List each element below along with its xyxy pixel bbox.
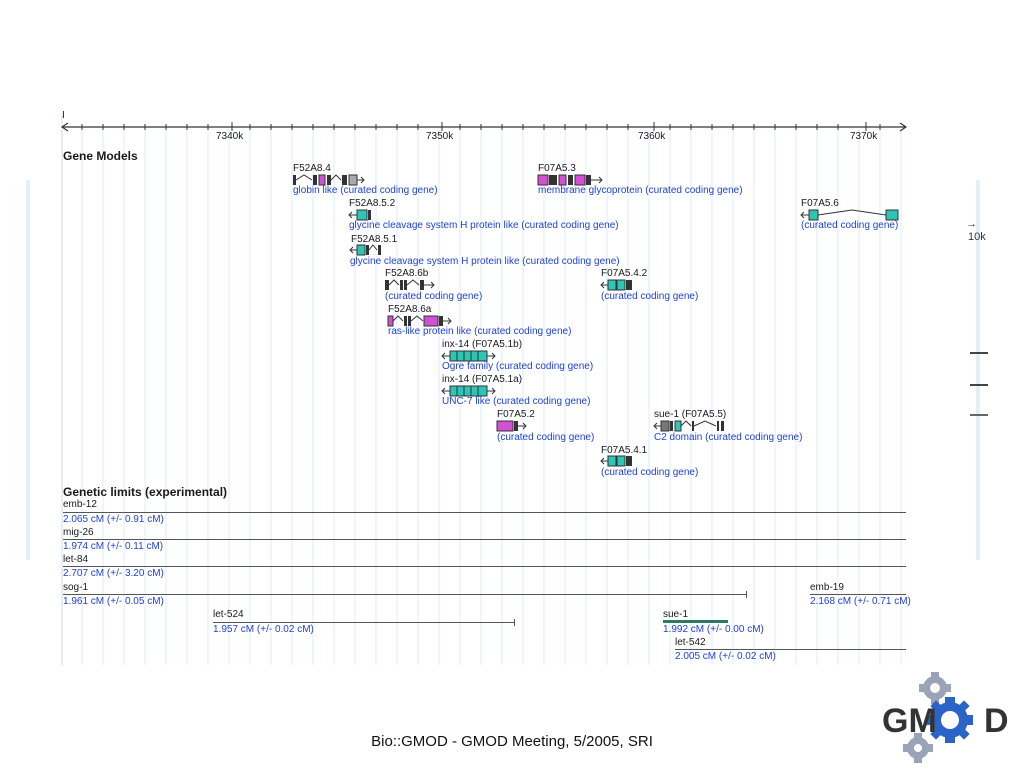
limit-end-tick — [746, 591, 747, 598]
gene-description[interactable]: membrane glycoprotein (curated coding ge… — [538, 185, 743, 196]
gene-glyph-f52a8-6a — [387, 315, 452, 327]
gene-description[interactable]: ras-like protein like (curated coding ge… — [388, 326, 572, 337]
ruler-tick-label: 7350k — [426, 131, 454, 142]
gene-name[interactable]: F52A8.6b — [385, 268, 429, 279]
gene-glyph-f52a8-4 — [293, 174, 365, 186]
gene-glyph-f52a8-5-2 — [348, 209, 371, 221]
ruler-tick-label: 7360k — [638, 131, 666, 142]
limit-span[interactable] — [675, 649, 906, 650]
gene-description[interactable]: Ogre family (curated coding gene) — [442, 361, 594, 372]
logo-text-right: D — [984, 702, 1009, 740]
bleed-line — [970, 352, 988, 354]
gene-description[interactable]: (curated coding gene) — [497, 432, 595, 443]
limit-value: 2.168 cM (+/- 0.71 cM) — [810, 596, 911, 607]
gene-description[interactable]: C2 domain (curated coding gene) — [654, 432, 803, 443]
gene-glyph-f52a8-5-1 — [349, 244, 381, 256]
limit-value: 1.974 cM (+/- 0.11 cM) — [63, 541, 164, 552]
ruler-start-mark: I — [62, 110, 65, 121]
gene-name[interactable]: F07A5.4.1 — [601, 445, 648, 456]
limit-span[interactable] — [63, 594, 747, 595]
bleed-arrow: → — [966, 218, 977, 230]
bleed-line — [970, 414, 988, 416]
slide-caption: Bio::GMOD - GMOD Meeting, 5/2005, SRI — [371, 733, 653, 750]
limit-value: 2.005 cM (+/- 0.02 cM) — [675, 651, 776, 662]
limit-name[interactable]: sog-1 — [63, 582, 89, 593]
gene-name[interactable]: F52A8.5.1 — [351, 234, 398, 245]
limit-name[interactable]: emb-12 — [63, 499, 97, 510]
bleed-tick-label: 10k — [968, 231, 986, 243]
limit-value: 1.957 cM (+/- 0.02 cM) — [213, 624, 314, 635]
gene-name[interactable]: F07A5.2 — [497, 409, 535, 420]
limit-value: 1.992 cM (+/- 0.00 cM) — [663, 624, 764, 635]
limit-name[interactable]: sue-1 — [663, 609, 689, 620]
gene-description[interactable]: (curated coding gene) — [385, 291, 483, 302]
gene-glyph-f07a5-6 — [800, 209, 899, 221]
gene-glyph-f07a5-4-1 — [600, 455, 632, 467]
gene-glyph-f07a5-2 — [496, 420, 527, 432]
limit-value: 2.065 cM (+/- 0.91 cM) — [63, 514, 164, 525]
gene-name[interactable]: F52A8.4 — [293, 163, 331, 174]
gene-description[interactable]: globin like (curated coding gene) — [293, 185, 438, 196]
gene-description[interactable]: (curated coding gene) — [601, 467, 699, 478]
gene-glyph-f07a5-3 — [537, 174, 603, 186]
gene-name[interactable]: inx-14 (F07A5.1b) — [442, 339, 523, 350]
gene-description[interactable]: glycine cleavage system H protein like (… — [349, 220, 619, 231]
section-heading-gene-models: Gene Models — [63, 149, 138, 163]
limit-span[interactable] — [810, 594, 906, 595]
gmod-logo: GM D — [880, 672, 1020, 764]
gene-glyph-sue-1 — [653, 420, 724, 432]
limit-name[interactable]: mig-26 — [63, 527, 94, 538]
limit-span[interactable] — [663, 620, 728, 623]
section-heading-genetic-limits: Genetic limits (experimental) — [63, 485, 228, 499]
gear-icon: GM D — [882, 672, 1009, 763]
limit-name[interactable]: let-84 — [63, 554, 89, 565]
gene-name[interactable]: F07A5.4.2 — [601, 268, 648, 279]
gene-name[interactable]: inx-14 (F07A5.1a) — [442, 374, 523, 385]
limit-span[interactable] — [63, 566, 906, 567]
gene-glyph-f07a5-4-2 — [600, 279, 632, 291]
limit-span[interactable] — [63, 512, 906, 513]
logo-text-left: GM — [882, 702, 937, 740]
gene-name[interactable]: F52A8.5.2 — [349, 198, 396, 209]
limit-value: 2.707 cM (+/- 3.20 cM) — [63, 568, 164, 579]
gene-name[interactable]: F52A8.6a — [388, 304, 432, 315]
ruler-tick-label: 7340k — [216, 131, 244, 142]
gene-name[interactable]: F07A5.3 — [538, 163, 576, 174]
gene-description[interactable]: UNC-7 like (curated coding gene) — [442, 396, 591, 407]
gene-description[interactable]: (curated coding gene) — [601, 291, 699, 302]
limit-name[interactable]: emb-19 — [810, 582, 844, 593]
gene-description[interactable]: (curated coding gene) — [801, 220, 899, 231]
limit-name[interactable]: let-524 — [213, 609, 244, 620]
bleed-line — [970, 384, 988, 386]
gene-glyph-f52a8-6b — [385, 279, 435, 290]
limit-span[interactable] — [213, 622, 515, 623]
gene-glyph-inx-14-b — [441, 350, 496, 362]
limit-span[interactable] — [63, 539, 906, 540]
limit-end-tick — [514, 619, 515, 626]
gene-name[interactable]: sue-1 (F07A5.5) — [654, 409, 727, 420]
limit-name[interactable]: let-542 — [675, 637, 706, 648]
gene-name[interactable]: F07A5.6 — [801, 198, 839, 209]
ruler-tick-label: 7370k — [850, 131, 878, 142]
gene-description[interactable]: glycine cleavage system H protein like (… — [350, 256, 620, 267]
gene-glyph-inx-14-a — [441, 385, 496, 397]
limit-value: 1.961 cM (+/- 0.05 cM) — [63, 596, 164, 607]
